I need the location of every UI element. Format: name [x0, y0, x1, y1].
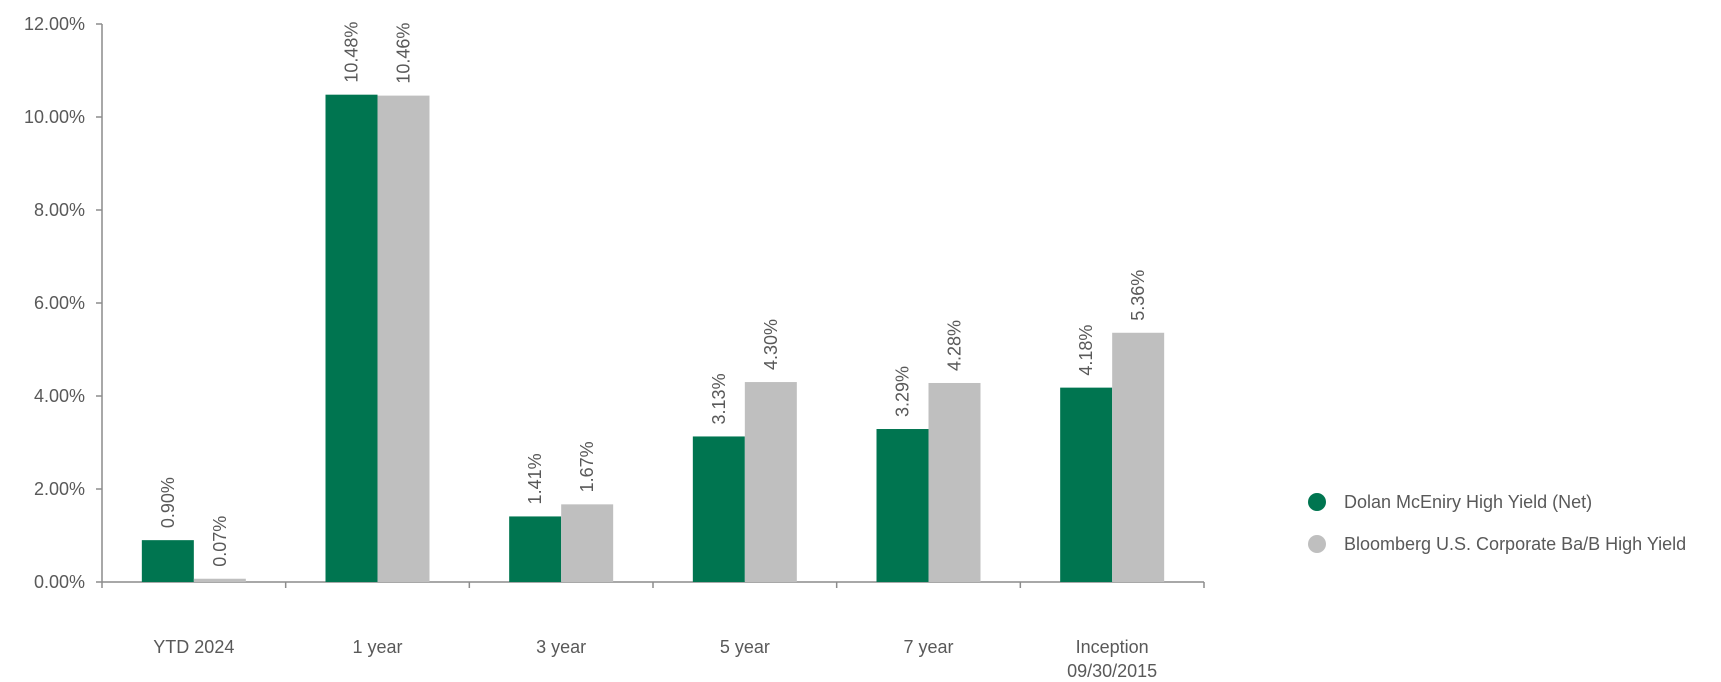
x-category-label: 09/30/2015: [1067, 661, 1157, 681]
x-category-label: YTD 2024: [153, 637, 234, 657]
bar-series-2: [193, 578, 246, 582]
bar-series-1: [692, 436, 745, 582]
bar-series-2: [1112, 332, 1165, 582]
legend-swatch-series-1: [1308, 493, 1326, 511]
bar-series-2: [561, 504, 614, 582]
bar-series-1: [1060, 387, 1113, 582]
legend-label-series-1: Dolan McEniry High Yield (Net): [1344, 492, 1593, 512]
bar-series-1: [141, 540, 194, 582]
data-label-series-1: 0.90%: [158, 477, 178, 528]
y-tick-label: 12.00%: [24, 14, 85, 34]
legend-label-series-2: Bloomberg U.S. Corporate Ba/B High Yield: [1344, 534, 1687, 554]
x-category-label: 5 year: [720, 637, 770, 657]
data-label-series-2: 1.67%: [577, 441, 597, 492]
data-label-series-2: 4.30%: [761, 319, 781, 370]
data-label-series-2: 10.46%: [394, 23, 414, 84]
legend: Dolan McEniry High Yield (Net) Bloomberg…: [1308, 490, 1708, 574]
bar-series-2: [928, 382, 981, 582]
y-tick-label: 2.00%: [34, 479, 85, 499]
bar-series-1: [509, 516, 562, 582]
legend-item-series-1: Dolan McEniry High Yield (Net): [1308, 490, 1708, 514]
x-category-label: 3 year: [536, 637, 586, 657]
y-tick-label: 0.00%: [34, 572, 85, 592]
data-label-series-1: 3.29%: [893, 366, 913, 417]
y-tick-label: 4.00%: [34, 386, 85, 406]
data-label-series-1: 10.48%: [342, 22, 362, 83]
legend-swatch-series-2: [1308, 535, 1326, 553]
bar-series-2: [744, 382, 797, 582]
bar-series-1: [325, 94, 378, 583]
bar-series-1: [876, 429, 929, 582]
y-tick-label: 6.00%: [34, 293, 85, 313]
data-label-series-1: 1.41%: [525, 453, 545, 504]
y-tick-label: 8.00%: [34, 200, 85, 220]
data-label-series-1: 4.18%: [1076, 325, 1096, 376]
data-label-series-2: 0.07%: [210, 516, 230, 567]
bar-series-2: [377, 95, 430, 583]
x-category-label: 7 year: [903, 637, 953, 657]
x-category-label: Inception: [1076, 637, 1149, 657]
data-label-series-2: 5.36%: [1128, 270, 1148, 321]
y-tick-label: 10.00%: [24, 107, 85, 127]
data-label-series-2: 4.28%: [945, 320, 965, 371]
legend-item-series-2: Bloomberg U.S. Corporate Ba/B High Yield: [1308, 532, 1708, 556]
x-category-label: 1 year: [352, 637, 402, 657]
data-label-series-1: 3.13%: [709, 373, 729, 424]
